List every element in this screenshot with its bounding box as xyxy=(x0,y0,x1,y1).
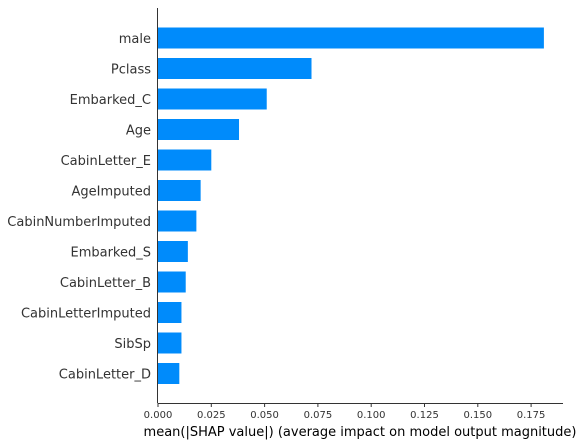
category-label-cabinletter-e: CabinLetter_E xyxy=(61,154,151,169)
bar-male xyxy=(158,27,544,49)
category-label-pclass: Pclass xyxy=(111,63,151,78)
bar-embarked-s xyxy=(158,241,188,262)
bar-cabinnumberimputed xyxy=(158,210,197,232)
category-label-cabinletterimputed: CabinLetterImputed xyxy=(21,307,151,322)
bar-cabinletter-d xyxy=(158,363,180,384)
bar-pclass xyxy=(158,58,312,79)
bar-sibsp xyxy=(158,332,182,354)
category-label-cabinnumberimputed: CabinNumberImputed xyxy=(7,215,151,230)
x-tick-label: 0.100 xyxy=(357,410,386,421)
category-label-age: Age xyxy=(126,124,151,139)
x-tick-label: 0.000 xyxy=(144,410,173,421)
category-label-sibsp: SibSp xyxy=(114,337,151,352)
category-label-male: male xyxy=(119,32,151,47)
bar-cabinletter-b xyxy=(158,271,186,293)
category-label-embarked-s: Embarked_S xyxy=(70,246,151,261)
x-tick-label: 0.050 xyxy=(250,410,279,421)
category-label-ageimputed: AgeImputed xyxy=(72,185,151,200)
x-tick-label: 0.175 xyxy=(517,410,546,421)
category-labels: male Pclass Embarked_C Age CabinLetter_E AgeI… xyxy=(7,32,151,383)
bar-age xyxy=(158,119,240,140)
x-ticks: 0.000 0.025 0.050 0.075 0.100 0.125 0.150 0.175 xyxy=(144,403,546,421)
bar-ageimputed xyxy=(158,180,201,201)
bar-embarked-c xyxy=(158,88,267,110)
x-tick-label: 0.075 xyxy=(304,410,333,421)
category-label-embarked-c: Embarked_C xyxy=(70,93,151,108)
bar-cabinletter-e xyxy=(158,149,212,171)
x-tick-label: 0.125 xyxy=(410,410,439,421)
x-tick-label: 0.025 xyxy=(197,410,226,421)
category-label-cabinletter-b: CabinLetter_B xyxy=(60,276,151,291)
bars-group xyxy=(158,27,544,384)
x-axis-title: mean(|SHAP value|) (average impact on mo… xyxy=(144,425,577,440)
category-label-cabinletter-d: CabinLetter_D xyxy=(59,368,151,383)
x-tick-label: 0.150 xyxy=(463,410,492,421)
bar-cabinletterimputed xyxy=(158,302,182,323)
